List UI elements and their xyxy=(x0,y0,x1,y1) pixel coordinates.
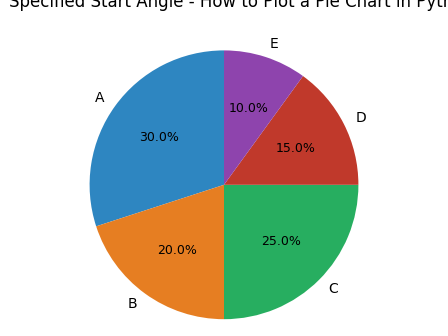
Text: 10.0%: 10.0% xyxy=(229,101,269,115)
Wedge shape xyxy=(90,50,224,226)
Wedge shape xyxy=(224,76,358,185)
Text: Specified Start Angle - How to Plot a Pie Chart in Python using Matplotlib - how: Specified Start Angle - How to Plot a Pi… xyxy=(9,0,448,11)
Text: C: C xyxy=(328,282,338,296)
Text: A: A xyxy=(95,91,104,105)
Text: 15.0%: 15.0% xyxy=(276,142,316,155)
Text: 20.0%: 20.0% xyxy=(157,244,197,257)
Text: B: B xyxy=(128,297,137,311)
Wedge shape xyxy=(224,50,303,185)
Wedge shape xyxy=(96,185,224,319)
Text: 25.0%: 25.0% xyxy=(261,235,301,248)
Text: D: D xyxy=(356,111,366,125)
Text: 30.0%: 30.0% xyxy=(139,131,179,144)
Wedge shape xyxy=(224,185,358,319)
Text: E: E xyxy=(270,37,279,51)
